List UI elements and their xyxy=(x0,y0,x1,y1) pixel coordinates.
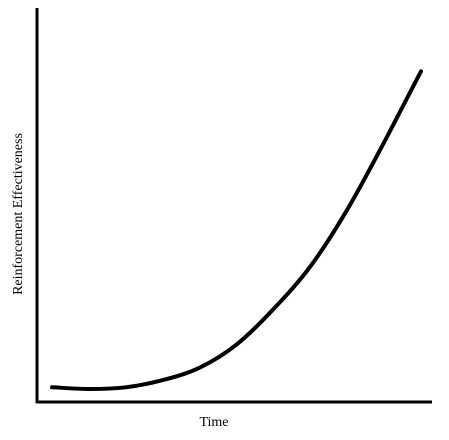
series-layer xyxy=(50,69,423,391)
x-axis-label: Time xyxy=(199,415,228,430)
series-line-0 xyxy=(50,69,423,391)
y-axis-label: Reinforcement Effectiveness xyxy=(11,133,26,295)
